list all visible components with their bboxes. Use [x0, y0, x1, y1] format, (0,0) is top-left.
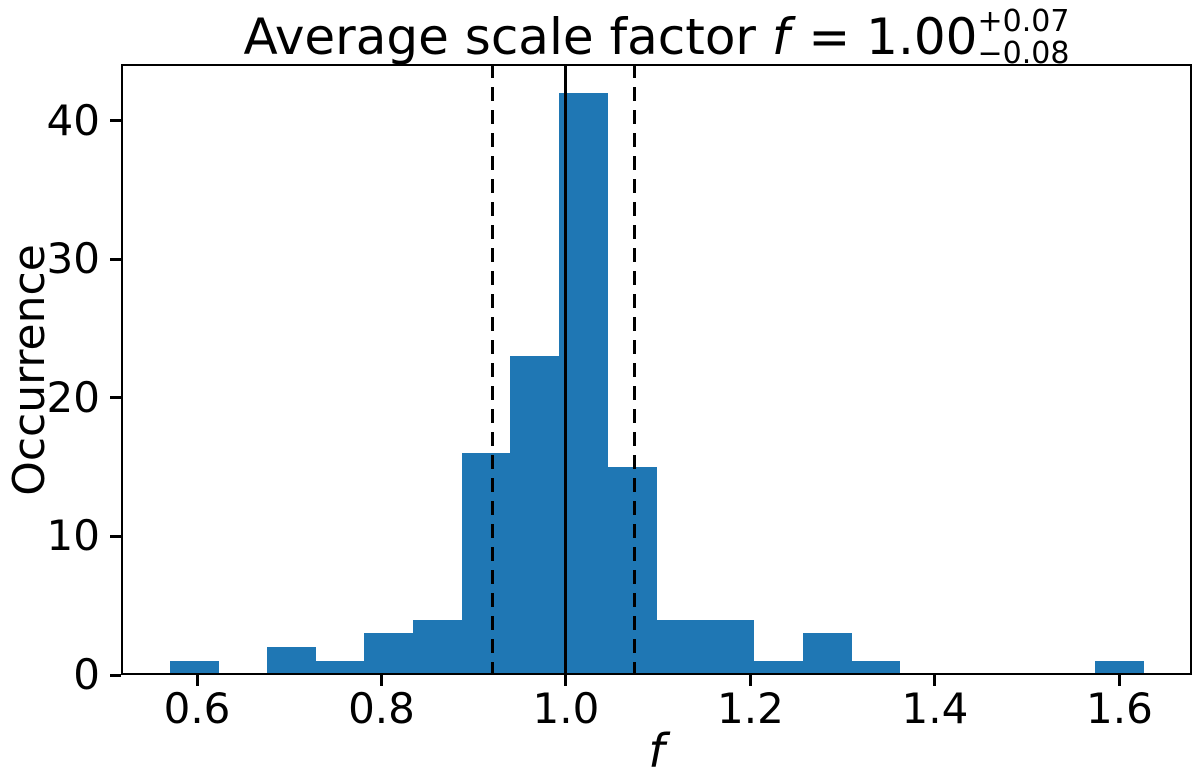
y-tick	[110, 673, 121, 677]
x-tick	[1117, 675, 1121, 686]
title-variable: f	[771, 8, 790, 66]
x-tick-label: 1.6	[1086, 684, 1153, 733]
x-tick-label: 1.2	[717, 684, 784, 733]
title-equals: = 1.00	[792, 8, 978, 66]
x-tick-label: 1.4	[901, 684, 969, 733]
x-tick	[748, 675, 752, 686]
axes-frame	[121, 64, 1192, 675]
x-tick	[195, 675, 199, 686]
lower-percentile-line	[491, 64, 495, 675]
chart-title: Average scale factor f = 1.00 +0.07 −0.0…	[121, 0, 1192, 74]
histogram-bar	[802, 633, 852, 675]
histogram-bar	[705, 619, 755, 675]
histogram-bar	[315, 661, 365, 675]
title-uncertainty: +0.07 −0.08	[977, 3, 1070, 71]
histogram-bar	[753, 661, 804, 675]
histogram-bar	[607, 467, 658, 675]
histogram-bar	[656, 619, 706, 675]
y-tick-label: 30	[46, 234, 100, 284]
x-tick	[379, 675, 383, 686]
x-tick-label: 0.6	[163, 684, 231, 733]
histogram-bar	[413, 619, 463, 675]
y-axis-label: Occurrence	[4, 244, 55, 496]
histogram-bar	[364, 633, 414, 675]
title-superscript: +0.07	[977, 3, 1070, 39]
histogram-bar	[510, 356, 560, 675]
x-tick	[933, 675, 937, 686]
upper-percentile-line	[633, 64, 637, 675]
y-tick	[110, 119, 121, 123]
histogram-bar	[1094, 661, 1144, 675]
histogram-bar	[461, 453, 511, 675]
x-tick-label: 1.0	[532, 684, 600, 733]
histogram-bar	[851, 661, 901, 675]
y-tick-label: 20	[46, 372, 100, 422]
y-tick-label: 10	[46, 511, 100, 561]
x-tick	[564, 675, 568, 686]
y-tick-label: 0	[73, 650, 100, 699]
y-tick	[110, 534, 121, 538]
y-tick	[110, 396, 121, 400]
y-tick-label: 40	[46, 95, 100, 145]
histogram-bar	[267, 647, 317, 675]
y-tick	[110, 257, 121, 261]
median-line	[564, 64, 568, 675]
histogram-bar	[169, 661, 219, 675]
x-tick-label: 0.8	[348, 684, 415, 733]
x-axis-label: f	[648, 724, 665, 774]
title-text: Average scale factor	[243, 8, 772, 66]
